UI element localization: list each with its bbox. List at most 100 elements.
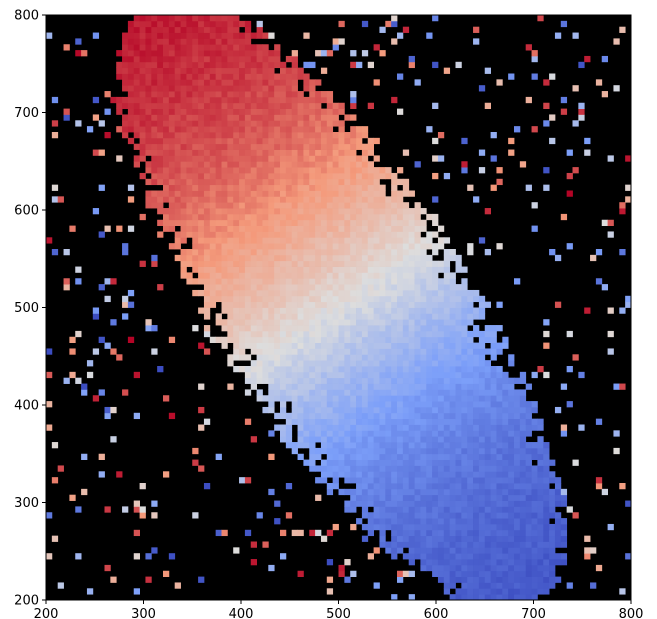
heatmap-cell bbox=[209, 15, 217, 22]
heatmap-cell bbox=[192, 161, 199, 168]
heatmap-cell bbox=[391, 272, 398, 279]
heatmap-cell bbox=[221, 114, 228, 121]
heatmap-cell bbox=[303, 184, 310, 191]
heatmap-cell bbox=[367, 243, 374, 250]
heatmap-cell bbox=[227, 225, 234, 232]
heatmap-cell bbox=[473, 547, 480, 554]
heatmap-cell bbox=[297, 301, 304, 308]
heatmap-cell bbox=[215, 67, 222, 74]
heatmap-cell bbox=[595, 564, 603, 572]
heatmap-cell bbox=[397, 336, 404, 343]
heatmap-cell bbox=[163, 184, 170, 191]
heatmap-cell bbox=[420, 254, 427, 262]
heatmap-cell bbox=[221, 225, 228, 232]
heatmap-cell bbox=[461, 512, 468, 519]
heatmap-cell bbox=[414, 553, 421, 560]
heatmap-cell bbox=[344, 161, 351, 168]
heatmap-cell bbox=[315, 172, 322, 180]
heatmap-cell bbox=[168, 553, 176, 560]
heatmap-cell bbox=[326, 137, 334, 145]
heatmap-cell bbox=[490, 488, 497, 496]
heatmap-cell bbox=[397, 260, 404, 267]
heatmap-cell bbox=[344, 307, 351, 314]
heatmap-cell bbox=[467, 582, 474, 589]
heatmap-cell bbox=[174, 143, 181, 150]
heatmap-cell bbox=[338, 430, 345, 437]
heatmap-cell bbox=[595, 79, 603, 86]
heatmap-cell bbox=[203, 50, 211, 57]
heatmap-cell bbox=[537, 500, 544, 507]
heatmap-cell bbox=[426, 494, 433, 501]
heatmap-cell bbox=[209, 137, 217, 145]
heatmap-cell bbox=[233, 213, 240, 221]
heatmap-cell bbox=[315, 418, 322, 425]
heatmap-cell bbox=[367, 260, 374, 267]
heatmap-cell bbox=[373, 284, 380, 291]
heatmap-cell bbox=[473, 38, 480, 45]
heatmap-cell bbox=[145, 325, 152, 332]
heatmap-cell bbox=[344, 371, 351, 379]
heatmap-cell bbox=[303, 295, 310, 303]
heatmap-cell bbox=[139, 172, 146, 180]
heatmap-cell bbox=[303, 395, 310, 402]
heatmap-cell bbox=[139, 155, 146, 162]
heatmap-cell bbox=[326, 436, 334, 443]
heatmap-cell bbox=[402, 178, 410, 186]
heatmap-cell bbox=[473, 401, 480, 408]
heatmap-cell bbox=[490, 418, 497, 425]
heatmap-cell bbox=[531, 471, 538, 478]
heatmap-cell bbox=[496, 430, 503, 437]
heatmap-cell bbox=[437, 266, 445, 273]
heatmap-cell bbox=[373, 582, 380, 589]
heatmap-cell bbox=[221, 284, 228, 291]
heatmap-cell bbox=[449, 284, 456, 291]
heatmap-cell bbox=[344, 436, 351, 443]
heatmap-cell bbox=[467, 483, 474, 490]
heatmap-cell bbox=[408, 553, 415, 560]
heatmap-cell bbox=[192, 79, 199, 86]
heatmap-cell bbox=[379, 477, 386, 484]
heatmap-cell bbox=[367, 202, 374, 209]
heatmap-cell bbox=[221, 102, 228, 109]
heatmap-cell bbox=[198, 272, 205, 279]
heatmap-cell bbox=[203, 114, 211, 121]
heatmap-cell bbox=[379, 483, 386, 490]
heatmap-cell bbox=[443, 319, 451, 326]
heatmap-cell bbox=[192, 202, 199, 209]
heatmap-cell bbox=[192, 38, 199, 45]
heatmap-cell bbox=[473, 488, 480, 496]
heatmap-cell bbox=[145, 132, 152, 139]
heatmap-cell bbox=[414, 319, 421, 326]
heatmap-cell bbox=[303, 401, 310, 408]
heatmap-cell bbox=[391, 184, 398, 191]
heatmap-cell bbox=[180, 137, 187, 145]
heatmap-cell bbox=[437, 307, 445, 314]
heatmap-cell bbox=[432, 459, 439, 466]
heatmap-cell bbox=[549, 547, 556, 554]
heatmap-cell bbox=[525, 564, 532, 572]
heatmap-cell bbox=[168, 213, 176, 221]
heatmap-cell bbox=[209, 126, 217, 133]
heatmap-cell bbox=[203, 254, 211, 262]
heatmap-cell bbox=[92, 307, 100, 314]
heatmap-cell bbox=[402, 149, 410, 156]
heatmap-cell bbox=[514, 442, 521, 449]
heatmap-cell bbox=[367, 383, 374, 390]
heatmap-cell bbox=[408, 289, 415, 297]
heatmap-cell bbox=[168, 67, 176, 74]
heatmap-cell bbox=[268, 79, 275, 86]
heatmap-cell bbox=[291, 67, 298, 74]
heatmap-cell bbox=[508, 383, 515, 390]
heatmap-cell bbox=[326, 120, 334, 127]
heatmap-cell bbox=[332, 249, 339, 256]
heatmap-cell bbox=[402, 541, 410, 548]
heatmap-cell bbox=[566, 149, 573, 156]
heatmap-cell bbox=[373, 330, 380, 338]
heatmap-cell bbox=[303, 272, 310, 279]
heatmap-cell bbox=[280, 172, 287, 180]
heatmap-cell bbox=[543, 559, 550, 566]
heatmap-cell bbox=[443, 360, 451, 367]
heatmap-cell bbox=[373, 483, 380, 490]
heatmap-cell bbox=[221, 254, 228, 262]
